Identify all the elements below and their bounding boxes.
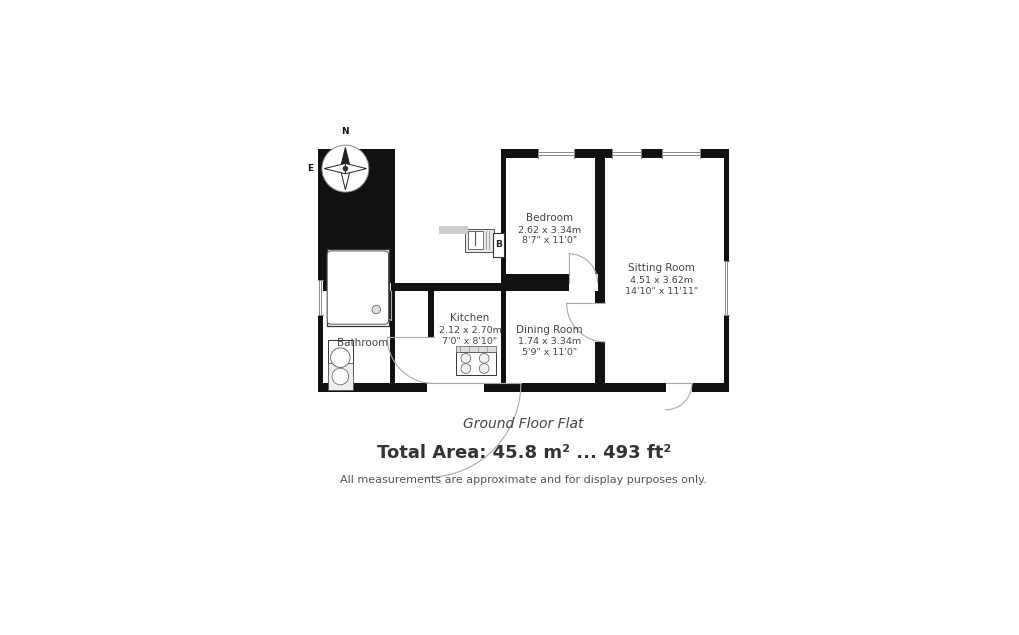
Circle shape (461, 364, 470, 373)
Circle shape (330, 348, 350, 368)
Text: 2.12 x 2.70m: 2.12 x 2.70m (438, 326, 501, 335)
Bar (538, 149, 574, 158)
Bar (722, 261, 729, 315)
Bar (468, 231, 483, 250)
Text: 4.51 x 3.62m: 4.51 x 3.62m (630, 276, 693, 284)
Bar (611, 149, 640, 158)
Polygon shape (345, 163, 366, 174)
Bar (327, 250, 388, 326)
Polygon shape (324, 163, 345, 174)
Bar (500, 149, 729, 392)
Circle shape (372, 305, 380, 314)
Bar (665, 384, 691, 392)
Bar (438, 226, 467, 234)
Bar (594, 304, 604, 342)
Text: Kitchen: Kitchen (450, 313, 489, 323)
Text: 14'10" x 11'11": 14'10" x 11'11" (625, 286, 698, 295)
Text: All measurements are approximate and for display purposes only.: All measurements are approximate and for… (340, 476, 706, 485)
FancyBboxPatch shape (327, 251, 388, 324)
Bar (323, 291, 389, 384)
Text: Sitting Room: Sitting Room (628, 263, 695, 273)
Bar (317, 149, 394, 392)
Circle shape (342, 166, 347, 171)
Polygon shape (340, 147, 351, 169)
Bar (455, 346, 496, 352)
Text: B: B (494, 240, 501, 250)
Bar (465, 229, 493, 251)
Bar (394, 283, 441, 291)
Text: E: E (307, 164, 313, 173)
Bar (317, 280, 323, 315)
Bar (505, 158, 594, 283)
Bar (505, 283, 594, 384)
Bar (427, 384, 484, 392)
Bar (569, 274, 597, 291)
Text: Bathroom: Bathroom (336, 338, 387, 348)
Bar (604, 158, 722, 384)
Text: Total Area: 45.8 m² ... 493 ft²: Total Area: 45.8 m² ... 493 ft² (376, 444, 671, 462)
Text: W: W (340, 201, 350, 210)
Bar (500, 283, 505, 392)
Text: 2.62 x 3.34m: 2.62 x 3.34m (517, 225, 580, 235)
Bar (428, 384, 500, 392)
Text: 5'9" x 11'0": 5'9" x 11'0" (521, 348, 576, 357)
Bar (428, 283, 433, 392)
Circle shape (461, 354, 470, 363)
Bar (594, 283, 604, 392)
Text: 8'7" x 11'0": 8'7" x 11'0" (521, 236, 576, 246)
Circle shape (479, 364, 488, 373)
Text: 7'0" x 8'10": 7'0" x 8'10" (442, 337, 497, 345)
Bar (500, 274, 599, 291)
Circle shape (332, 368, 348, 385)
Text: Bedroom: Bedroom (525, 213, 572, 223)
Circle shape (479, 354, 488, 363)
Bar (492, 232, 503, 257)
Polygon shape (340, 169, 351, 190)
Bar (362, 283, 390, 291)
Circle shape (322, 145, 369, 192)
Bar (428, 337, 433, 384)
Bar (394, 384, 428, 392)
Text: N: N (341, 128, 348, 137)
Bar (394, 291, 423, 384)
Bar (328, 363, 353, 391)
Bar (594, 149, 604, 283)
Bar (433, 291, 495, 384)
Bar (428, 283, 500, 291)
Text: Dining Room: Dining Room (516, 324, 582, 335)
Text: S: S (377, 164, 384, 173)
Bar (661, 149, 699, 158)
Text: 1.74 x 3.34m: 1.74 x 3.34m (517, 337, 580, 346)
Text: Ground Floor Flat: Ground Floor Flat (463, 417, 584, 431)
Bar (328, 340, 353, 375)
Bar (455, 352, 496, 375)
